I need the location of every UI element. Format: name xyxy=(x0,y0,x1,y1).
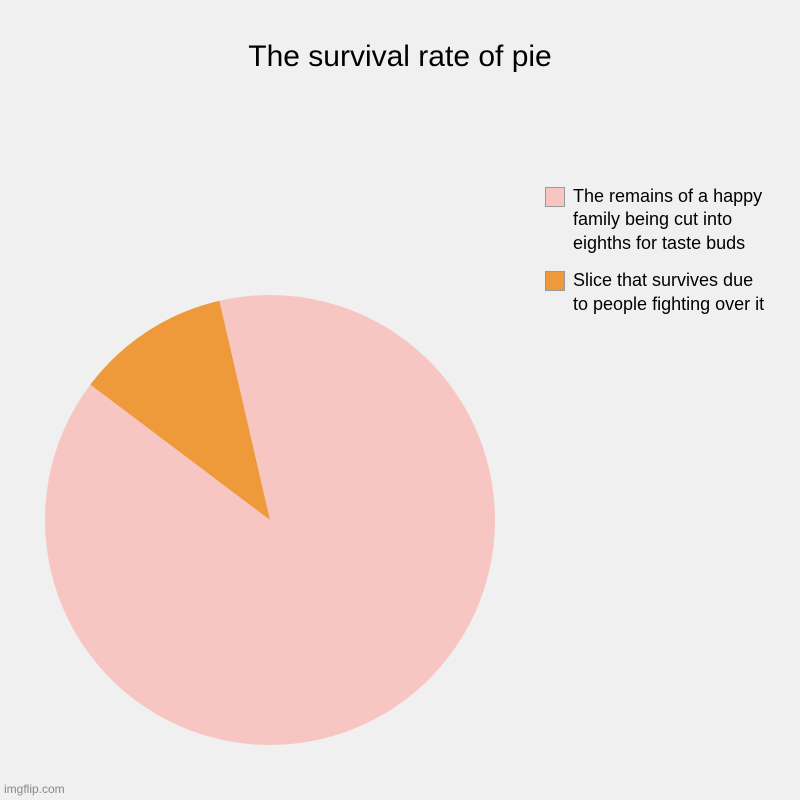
legend-swatch xyxy=(545,271,565,291)
legend-label: The remains of a happy family being cut … xyxy=(573,185,770,255)
legend-item: The remains of a happy family being cut … xyxy=(545,185,770,255)
legend-swatch xyxy=(545,187,565,207)
chart-title: The survival rate of pie xyxy=(0,0,800,74)
pie-chart xyxy=(40,290,500,750)
legend: The remains of a happy family being cut … xyxy=(545,185,770,330)
watermark: imgflip.com xyxy=(4,782,65,796)
legend-item: Slice that survives due to people fighti… xyxy=(545,269,770,316)
legend-label: Slice that survives due to people fighti… xyxy=(573,269,770,316)
